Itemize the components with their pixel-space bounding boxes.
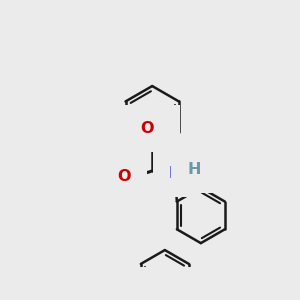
Text: N: N xyxy=(158,299,172,300)
Text: H: H xyxy=(187,162,200,177)
Text: O: O xyxy=(151,121,164,136)
Text: O: O xyxy=(118,169,131,184)
Text: N: N xyxy=(169,166,182,181)
Text: O: O xyxy=(140,121,154,136)
